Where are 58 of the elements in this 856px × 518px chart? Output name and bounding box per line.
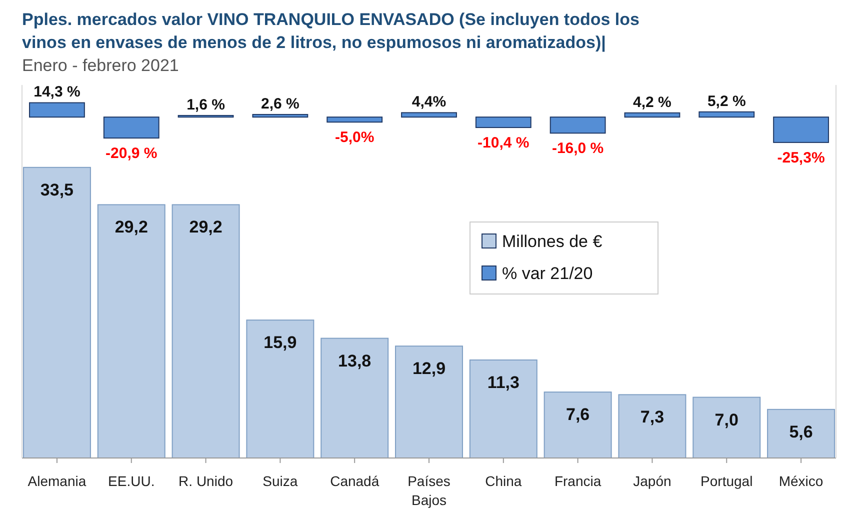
bar bbox=[698, 111, 755, 118]
bar bbox=[246, 320, 314, 458]
bar bbox=[103, 116, 160, 139]
x-tick-label: R. Unido bbox=[178, 473, 234, 489]
bar bbox=[618, 394, 686, 458]
data-label: 1,6 % bbox=[186, 96, 225, 114]
x-tick-label: Francia bbox=[554, 473, 602, 489]
x-tick-label: China bbox=[485, 473, 522, 489]
x-tick-label: Canadá bbox=[330, 473, 380, 489]
x-tick-label: EE.UU. bbox=[108, 473, 155, 489]
bar bbox=[469, 359, 538, 458]
data-label: 4,4% bbox=[412, 94, 446, 111]
bar bbox=[767, 408, 836, 458]
bar bbox=[401, 112, 457, 118]
data-label: 7,0 bbox=[714, 410, 738, 430]
data-label: 5,6 bbox=[789, 422, 813, 442]
data-label: 11,3 bbox=[487, 372, 520, 392]
bar bbox=[172, 204, 240, 458]
data-label: 7,3 bbox=[640, 408, 664, 427]
data-label: 33,5 bbox=[40, 180, 74, 200]
bar bbox=[320, 338, 389, 458]
x-tick-label: México bbox=[778, 473, 824, 489]
data-label: -5,0% bbox=[335, 129, 374, 146]
x-tick-label: Alemania bbox=[28, 473, 86, 489]
bar bbox=[97, 204, 166, 458]
data-label: -25,3% bbox=[777, 149, 825, 166]
bar bbox=[692, 396, 761, 458]
x-tick-label: Países Bajos bbox=[408, 473, 450, 508]
x-tick-label: Portugal bbox=[700, 473, 753, 489]
data-label: -10,4 % bbox=[478, 134, 530, 152]
data-label: -16,0 % bbox=[552, 140, 604, 158]
data-label: 15,9 bbox=[264, 333, 297, 352]
bar bbox=[252, 114, 308, 118]
bar bbox=[624, 112, 680, 118]
bar bbox=[326, 116, 383, 123]
bar bbox=[475, 116, 532, 128]
chart-subtitle: Enero - febrero 2021 bbox=[22, 55, 180, 77]
bar bbox=[29, 102, 85, 118]
data-label: -20,9 % bbox=[106, 145, 158, 162]
bar bbox=[395, 346, 463, 458]
data-label: 14,3 % bbox=[34, 84, 80, 101]
data-label: 7,6 bbox=[566, 405, 590, 424]
x-tick-label: Suiza bbox=[262, 473, 298, 489]
chart-title: Pples. mercados valor VINO TRANQUILO ENVASADO (Se incluyen todos los vinos en envases de menos de 2 litros, no espumosos ni aromatizados)| bbox=[22, 9, 640, 54]
bar bbox=[773, 116, 829, 143]
bar bbox=[22, 166, 91, 458]
data-label: 2,6 % bbox=[261, 95, 300, 112]
legend-label: Millones de € bbox=[502, 232, 603, 251]
x-tick-label: Japón bbox=[633, 473, 672, 489]
bar bbox=[550, 116, 606, 134]
data-label: 4,2 % bbox=[633, 94, 672, 111]
data-label: 29,2 bbox=[189, 218, 222, 237]
data-label: 12,9 bbox=[412, 359, 446, 378]
data-label: 5,2 % bbox=[707, 92, 746, 110]
data-label: 29,2 bbox=[114, 218, 148, 237]
data-label: 13,8 bbox=[338, 351, 372, 370]
bar bbox=[544, 392, 612, 458]
legend-label: % var 21/20 bbox=[502, 264, 593, 283]
